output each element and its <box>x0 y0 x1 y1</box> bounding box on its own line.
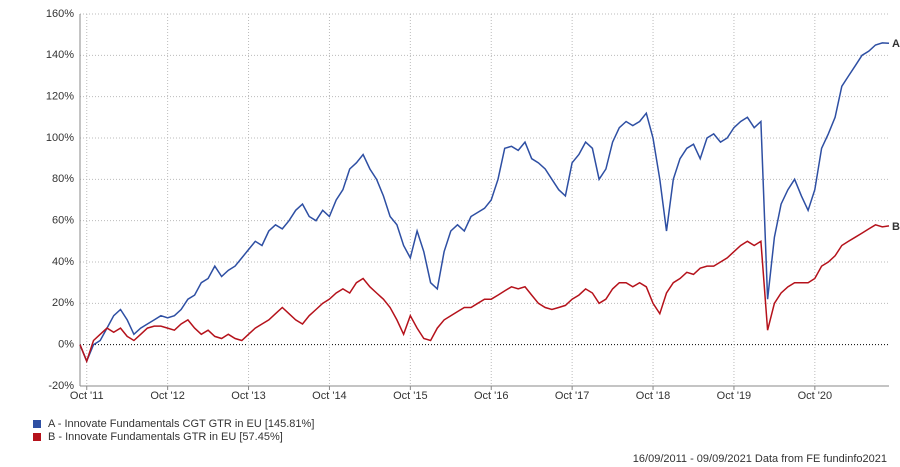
series-line <box>79 223 890 364</box>
series-line <box>79 42 890 364</box>
legend-label: B - Innovate Fundamentals GTR in EU [57.… <box>48 431 283 443</box>
y-tick-label: 20% <box>52 297 74 309</box>
x-tick-label: Oct '13 <box>231 390 266 402</box>
y-tick-label: 160% <box>46 8 74 20</box>
y-tick-label: -20% <box>48 380 74 392</box>
x-tick-label: Oct '14 <box>312 390 347 402</box>
y-tick-label: 0% <box>58 339 74 351</box>
footer: 16/09/2011 - 09/09/2021 Data from FE fun… <box>633 453 887 465</box>
legend-swatch <box>33 433 41 441</box>
y-tick-label: 60% <box>52 215 74 227</box>
legend-label: A - Innovate Fundamentals CGT GTR in EU … <box>48 418 314 430</box>
x-tick-label: Oct '12 <box>150 390 185 402</box>
y-tick-label: 80% <box>52 173 74 185</box>
y-tick-label: 120% <box>46 91 74 103</box>
x-tick-label: Oct '17 <box>555 390 590 402</box>
end-label: B <box>892 221 900 233</box>
x-tick-label: Oct '15 <box>393 390 428 402</box>
legend-swatch <box>33 420 41 428</box>
x-tick-label: Oct '16 <box>474 390 509 402</box>
x-tick-label: Oct '11 <box>70 390 104 402</box>
x-tick-label: Oct '19 <box>717 390 752 402</box>
x-tick-label: Oct '20 <box>798 390 833 402</box>
x-tick-label: Oct '18 <box>636 390 671 402</box>
y-tick-label: 140% <box>46 49 74 61</box>
y-tick-label: 40% <box>52 256 74 268</box>
y-tick-label: 100% <box>46 132 74 144</box>
end-label: A <box>892 38 900 50</box>
